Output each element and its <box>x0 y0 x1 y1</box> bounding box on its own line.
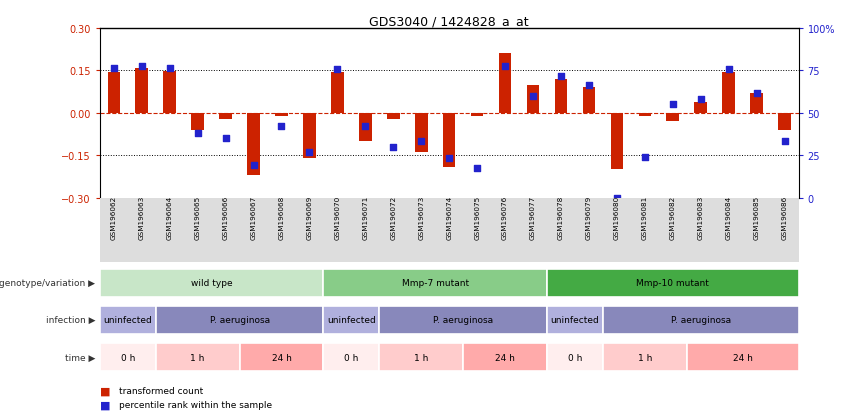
Point <box>638 154 652 161</box>
Bar <box>100 306 155 334</box>
Bar <box>324 343 379 371</box>
Point <box>219 135 233 142</box>
Text: genotype/variation ▶: genotype/variation ▶ <box>0 278 95 287</box>
Bar <box>324 306 379 334</box>
Text: P. aeruginosa: P. aeruginosa <box>209 316 270 325</box>
Bar <box>687 343 799 371</box>
Bar <box>779 114 791 131</box>
Bar <box>527 85 539 114</box>
Point <box>247 162 260 169</box>
Bar <box>415 114 428 153</box>
Text: uninfected: uninfected <box>103 316 152 325</box>
Text: 0 h: 0 h <box>345 353 358 362</box>
Bar <box>247 114 260 176</box>
Text: ■: ■ <box>100 400 110 410</box>
Text: uninfected: uninfected <box>327 316 376 325</box>
Point <box>442 155 457 162</box>
Point <box>610 195 624 202</box>
Point <box>107 65 121 72</box>
Point <box>191 130 205 137</box>
Text: uninfected: uninfected <box>550 316 599 325</box>
Bar <box>100 343 155 371</box>
Point <box>666 102 680 108</box>
Bar <box>379 343 464 371</box>
Bar <box>379 306 547 334</box>
Bar <box>220 114 232 119</box>
Point <box>694 96 707 103</box>
Bar <box>324 269 547 297</box>
Bar <box>443 114 456 167</box>
Bar <box>470 114 483 116</box>
Point <box>526 93 540 100</box>
Bar <box>547 269 799 297</box>
Bar <box>555 80 568 114</box>
Point <box>470 165 484 172</box>
Text: 1 h: 1 h <box>190 353 205 362</box>
Bar <box>108 73 120 114</box>
Bar <box>722 73 735 114</box>
Point <box>386 144 400 151</box>
Point <box>778 138 792 145</box>
Bar <box>155 343 240 371</box>
Text: infection ▶: infection ▶ <box>46 316 95 325</box>
Bar <box>694 102 707 114</box>
Text: 24 h: 24 h <box>495 353 515 362</box>
Bar <box>275 114 288 116</box>
Bar <box>603 343 687 371</box>
Bar <box>667 114 679 122</box>
Text: 0 h: 0 h <box>568 353 582 362</box>
Text: time ▶: time ▶ <box>65 353 95 362</box>
Bar <box>603 306 799 334</box>
Bar <box>303 114 316 159</box>
Point <box>582 82 595 89</box>
Text: P. aeruginosa: P. aeruginosa <box>433 316 493 325</box>
Bar <box>582 88 595 114</box>
Point <box>750 90 764 97</box>
Bar <box>750 94 763 114</box>
Bar <box>135 69 148 114</box>
Point <box>722 66 736 73</box>
Point <box>163 65 177 72</box>
Bar <box>163 72 176 114</box>
Bar <box>100 269 324 297</box>
Text: 24 h: 24 h <box>733 353 753 362</box>
Bar <box>387 114 399 119</box>
Bar <box>547 306 603 334</box>
Text: 1 h: 1 h <box>638 353 652 362</box>
Bar <box>359 114 372 142</box>
Bar <box>639 114 651 116</box>
Point <box>331 66 345 73</box>
Point <box>498 64 512 70</box>
Point <box>302 150 316 157</box>
Point <box>554 74 568 80</box>
Bar <box>499 54 511 114</box>
Text: 0 h: 0 h <box>121 353 135 362</box>
Text: Mmp-10 mutant: Mmp-10 mutant <box>636 278 709 287</box>
Title: GDS3040 / 1424828_a_at: GDS3040 / 1424828_a_at <box>370 15 529 28</box>
Text: 24 h: 24 h <box>272 353 292 362</box>
Bar <box>547 343 603 371</box>
Point <box>414 138 428 145</box>
Bar <box>610 114 623 170</box>
Text: ■: ■ <box>100 385 110 395</box>
Bar <box>331 73 344 114</box>
Point <box>135 64 148 70</box>
Text: 1 h: 1 h <box>414 353 429 362</box>
Text: transformed count: transformed count <box>119 386 203 395</box>
Text: wild type: wild type <box>191 278 233 287</box>
Text: percentile rank within the sample: percentile rank within the sample <box>119 400 272 409</box>
Point <box>358 123 372 130</box>
Bar <box>240 343 324 371</box>
Point <box>274 123 288 130</box>
Bar <box>464 343 547 371</box>
Text: P. aeruginosa: P. aeruginosa <box>671 316 731 325</box>
Bar <box>155 306 324 334</box>
Bar <box>191 114 204 131</box>
Text: Mmp-7 mutant: Mmp-7 mutant <box>402 278 469 287</box>
